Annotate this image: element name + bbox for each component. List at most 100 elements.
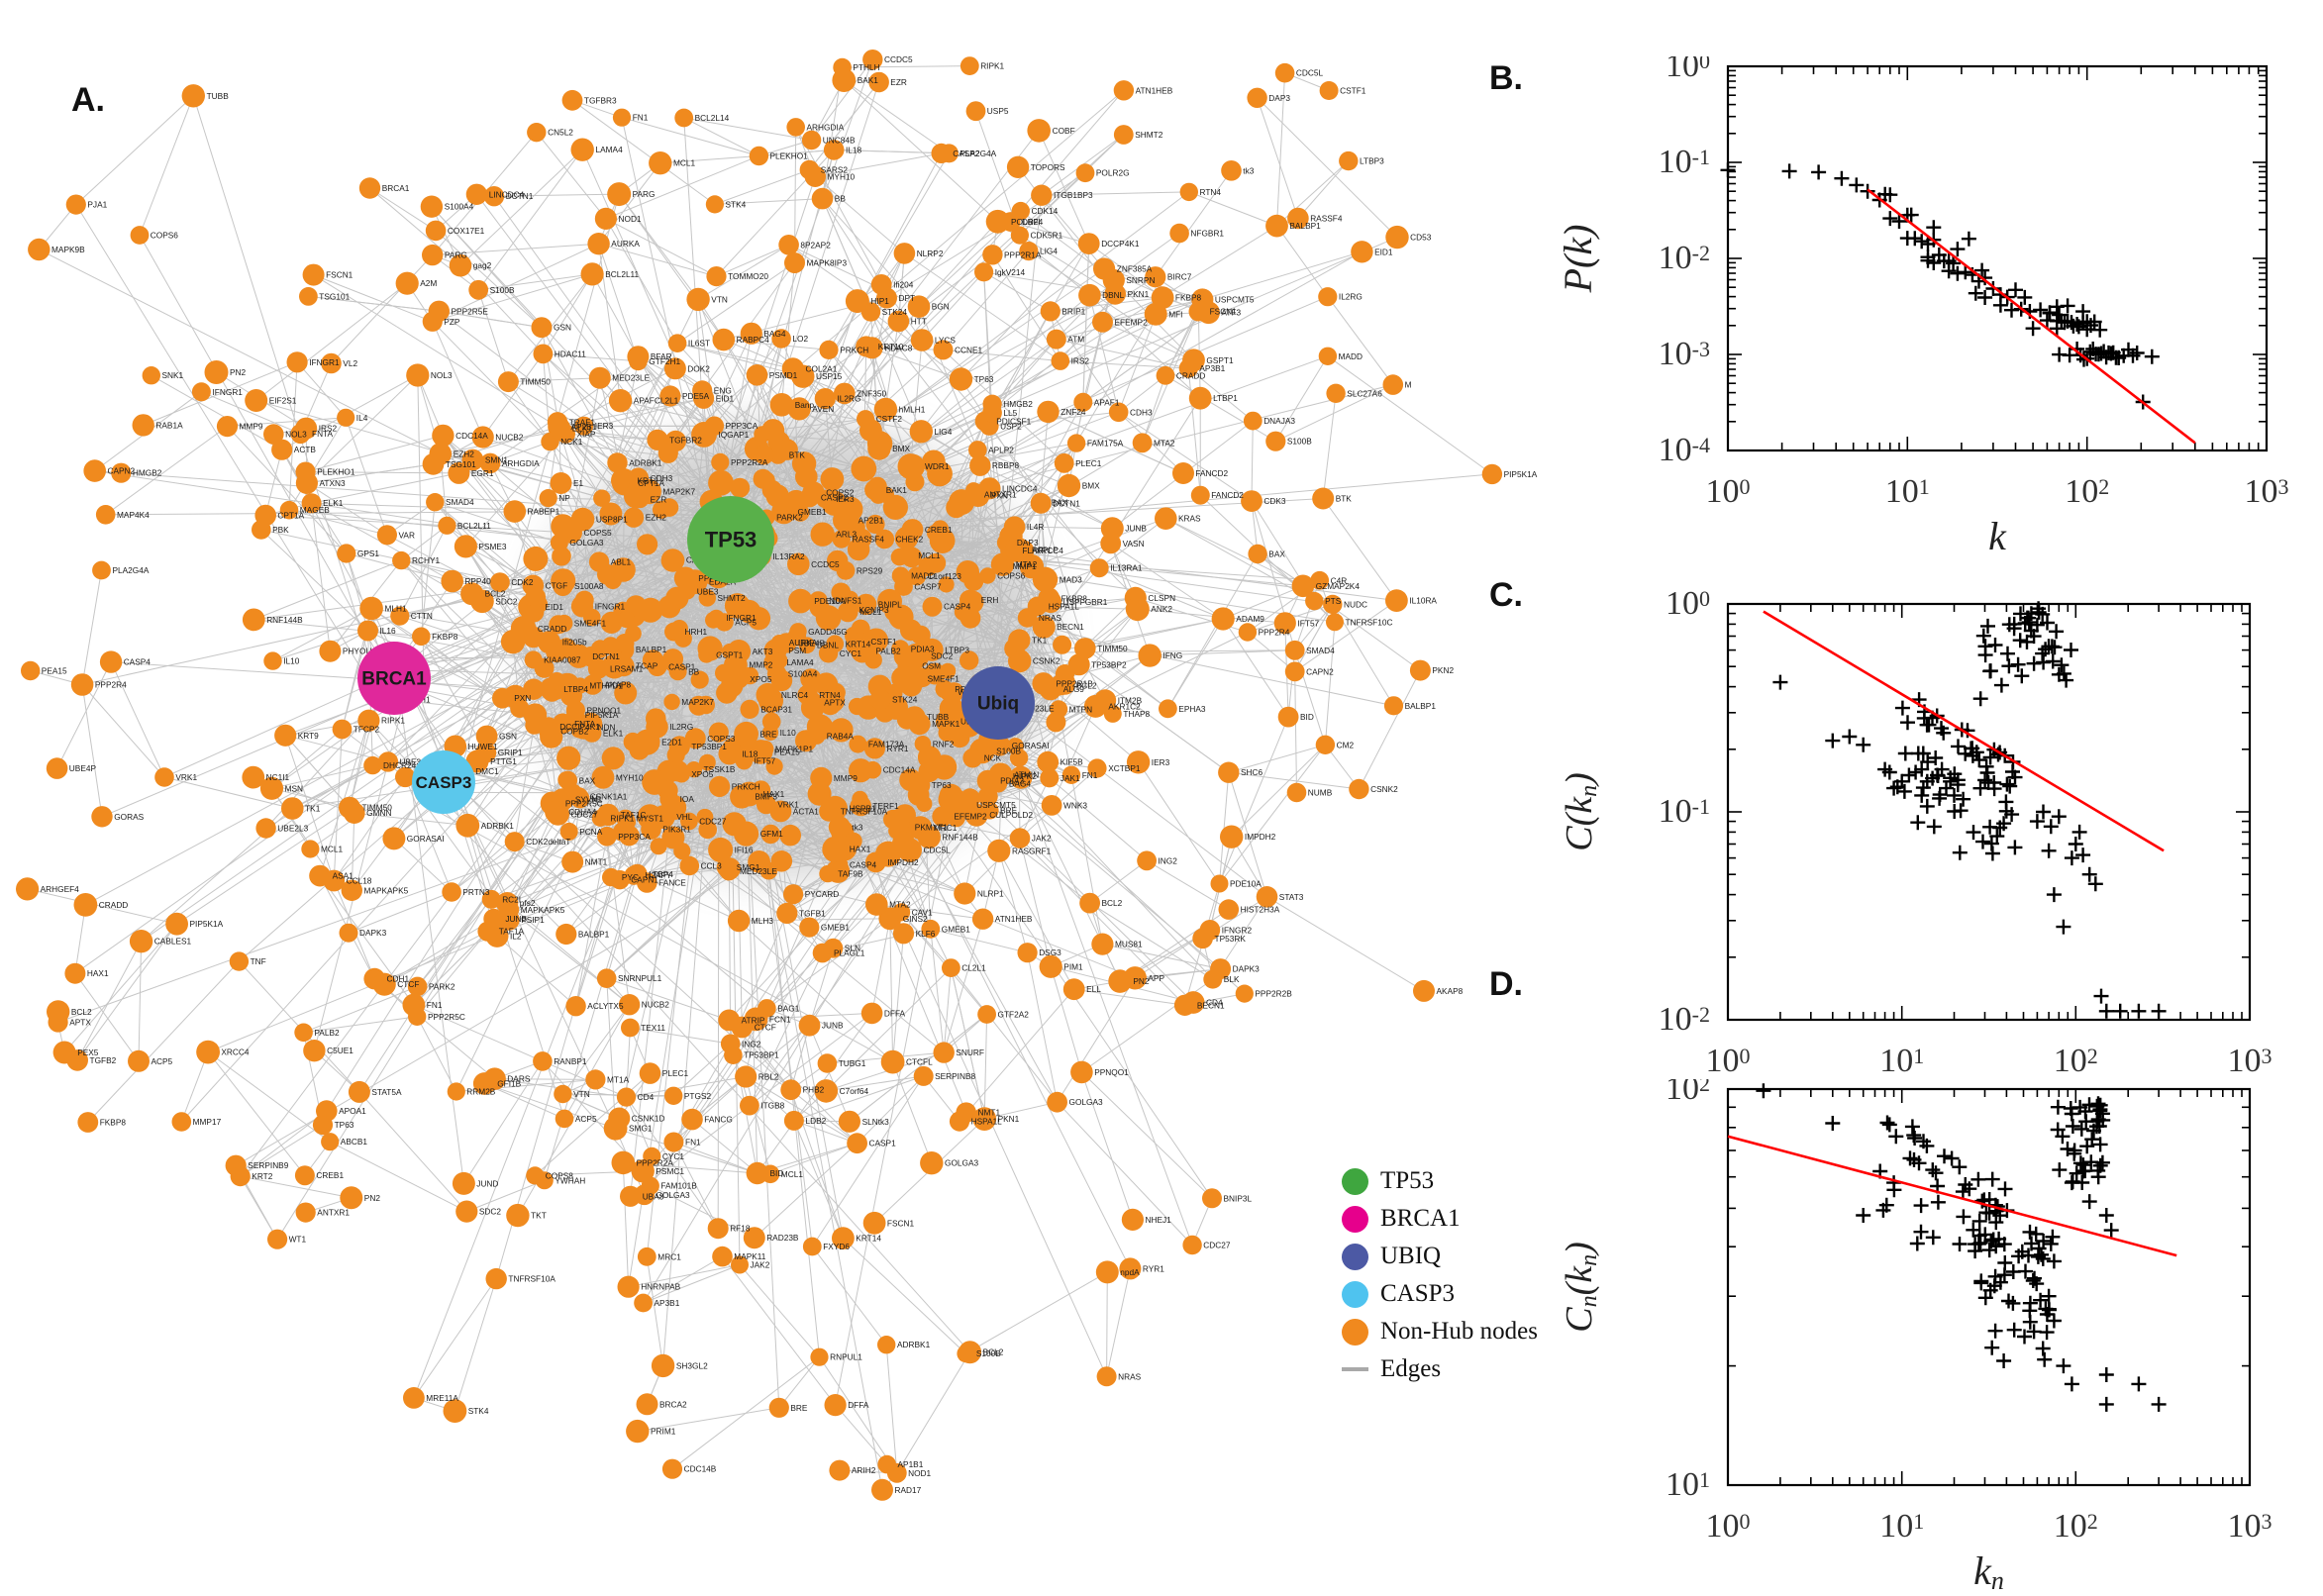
svg-text:SERPINB9: SERPINB9 xyxy=(248,1160,288,1170)
svg-text:IFNGR1: IFNGR1 xyxy=(726,613,757,623)
svg-text:ABL1: ABL1 xyxy=(611,557,632,567)
svg-text:RIPK1: RIPK1 xyxy=(381,716,405,726)
svg-text:BRCA1: BRCA1 xyxy=(361,668,427,689)
svg-text:NCK: NCK xyxy=(984,753,1002,763)
svg-text:NLRP2: NLRP2 xyxy=(917,249,944,258)
svg-text:CD53: CD53 xyxy=(1410,233,1432,243)
svg-text:CRADD: CRADD xyxy=(538,624,567,634)
svg-text:BCL2L11: BCL2L11 xyxy=(605,269,639,279)
svg-text:RAD23B: RAD23B xyxy=(766,1233,799,1243)
svg-text:TNFRSF10C: TNFRSF10C xyxy=(1346,617,1393,627)
svg-text:10-3: 10-3 xyxy=(1659,336,1710,372)
svg-text:APAF1: APAF1 xyxy=(1094,397,1120,407)
svg-text:USP15: USP15 xyxy=(816,371,843,381)
svg-text:NDN: NDN xyxy=(598,722,616,732)
svg-text:TP63: TP63 xyxy=(932,780,952,790)
svg-text:DSG3: DSG3 xyxy=(1039,948,1061,957)
svg-text:BALBP1: BALBP1 xyxy=(636,645,667,654)
svg-text:RRM2B: RRM2B xyxy=(466,1087,496,1097)
svg-text:XCTBP1: XCTBP1 xyxy=(1108,763,1141,773)
svg-text:ATM: ATM xyxy=(1067,335,1084,345)
svg-text:BCL2L14: BCL2L14 xyxy=(695,113,730,123)
svg-text:IL13RA1: IL13RA1 xyxy=(1110,563,1143,573)
svg-text:CDC27: CDC27 xyxy=(699,817,727,827)
svg-text:JUNB: JUNB xyxy=(822,1021,844,1031)
svg-text:RPP40: RPP40 xyxy=(464,576,491,586)
svg-text:NLRC4: NLRC4 xyxy=(781,690,809,700)
svg-text:MLH1: MLH1 xyxy=(385,604,408,614)
svg-text:PLAGL1: PLAGL1 xyxy=(834,948,865,958)
svg-text:STK24: STK24 xyxy=(882,307,908,317)
svg-text:FAM175A: FAM175A xyxy=(1087,439,1124,449)
svg-text:AVEN: AVEN xyxy=(812,404,834,414)
svg-text:NRAS: NRAS xyxy=(1039,613,1062,623)
svg-text:BMX: BMX xyxy=(892,444,910,453)
svg-text:PTTG1: PTTG1 xyxy=(490,756,517,766)
svg-text:PKN1: PKN1 xyxy=(1128,289,1150,299)
svg-text:MLH3: MLH3 xyxy=(752,916,774,926)
svg-text:ELK1: ELK1 xyxy=(323,498,344,508)
svg-text:SLNtk3: SLNtk3 xyxy=(862,1117,890,1127)
svg-text:CDC14A: CDC14A xyxy=(883,765,916,775)
svg-text:Ubiq: Ubiq xyxy=(977,693,1019,714)
svg-text:MMP2: MMP2 xyxy=(749,660,772,670)
svg-text:RCHY1: RCHY1 xyxy=(412,555,441,565)
svg-text:SLC27A6: SLC27A6 xyxy=(1347,388,1382,398)
svg-text:PZP: PZP xyxy=(444,317,460,327)
svg-text:GPS1: GPS1 xyxy=(357,549,380,558)
svg-text:IQGAP1: IQGAP1 xyxy=(718,430,749,440)
svg-text:DFFA: DFFA xyxy=(848,1400,869,1410)
svg-text:PIP5K1A: PIP5K1A xyxy=(1504,469,1538,479)
svg-text:MMP17: MMP17 xyxy=(193,1117,222,1127)
svg-text:MUS81: MUS81 xyxy=(1115,940,1143,949)
svg-text:WNK3: WNK3 xyxy=(1063,800,1087,810)
svg-text:PARK2: PARK2 xyxy=(429,981,455,991)
svg-text:MT1A: MT1A xyxy=(607,1074,630,1084)
svg-text:PYCARD: PYCARD xyxy=(805,889,840,899)
svg-text:CRADD: CRADD xyxy=(1176,370,1206,380)
svg-text:PHB2: PHB2 xyxy=(803,1085,825,1095)
svg-text:PLA2G4A: PLA2G4A xyxy=(113,565,150,575)
svg-text:PN2: PN2 xyxy=(1133,976,1150,986)
svg-text:BAX: BAX xyxy=(579,775,596,785)
svg-text:FSCN1: FSCN1 xyxy=(887,1218,915,1228)
svg-text:IFNGR1: IFNGR1 xyxy=(595,601,626,611)
svg-text:SME4F1: SME4F1 xyxy=(574,619,607,629)
svg-text:BIRC7: BIRC7 xyxy=(1167,272,1192,282)
svg-text:CASP4: CASP4 xyxy=(944,602,971,612)
svg-text:KLF6: KLF6 xyxy=(916,929,936,939)
svg-text:IRS2: IRS2 xyxy=(1071,356,1090,366)
svg-text:AKAP8: AKAP8 xyxy=(1437,986,1464,996)
svg-text:PARG: PARG xyxy=(633,189,656,199)
svg-text:NUCB2: NUCB2 xyxy=(495,433,524,443)
svg-text:ING2: ING2 xyxy=(1159,855,1178,865)
svg-text:GSN: GSN xyxy=(499,732,517,742)
svg-text:CASP3: CASP3 xyxy=(416,773,472,792)
svg-text:CDK14: CDK14 xyxy=(1032,206,1059,216)
svg-text:TIMM50: TIMM50 xyxy=(1097,644,1128,653)
svg-text:SMN1: SMN1 xyxy=(485,455,508,465)
svg-text:HRH1: HRH1 xyxy=(685,627,708,637)
svg-text:MAP2K7: MAP2K7 xyxy=(662,487,695,497)
svg-text:CCDC5: CCDC5 xyxy=(811,559,840,569)
svg-text:TUBB: TUBB xyxy=(207,91,230,101)
svg-text:TOMMO20: TOMMO20 xyxy=(728,271,768,281)
svg-text:UBE2L3: UBE2L3 xyxy=(277,824,308,834)
svg-text:BAG1: BAG1 xyxy=(777,1003,800,1013)
svg-text:UBE3: UBE3 xyxy=(697,587,719,597)
svg-text:JAK2: JAK2 xyxy=(1032,834,1052,844)
svg-text:PLEC1: PLEC1 xyxy=(1075,458,1102,468)
svg-text:PRKCH: PRKCH xyxy=(732,781,760,791)
svg-text:RAB1A: RAB1A xyxy=(155,420,183,430)
svg-text:NMT1: NMT1 xyxy=(585,857,608,867)
svg-text:VRK1: VRK1 xyxy=(175,772,197,782)
svg-text:DPT: DPT xyxy=(899,293,916,303)
svg-text:10-1: 10-1 xyxy=(1659,793,1710,830)
svg-text:CREB1: CREB1 xyxy=(925,525,953,535)
svg-text:WDR1: WDR1 xyxy=(925,461,950,471)
svg-text:RAB4A: RAB4A xyxy=(827,732,855,742)
svg-text:BFAR: BFAR xyxy=(651,351,672,361)
svg-text:COBF: COBF xyxy=(1053,126,1075,136)
svg-text:GMEB1: GMEB1 xyxy=(798,507,827,517)
svg-text:PKN2: PKN2 xyxy=(1432,665,1454,675)
